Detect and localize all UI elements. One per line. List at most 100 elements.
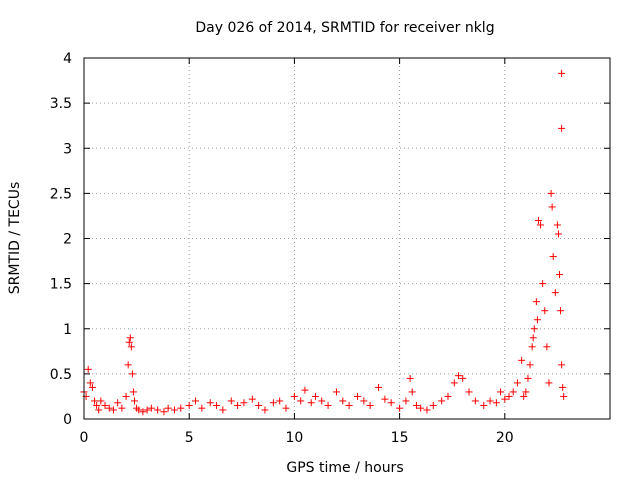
data-point [185, 401, 193, 409]
data-point [558, 69, 566, 77]
y-tick-label: 2 [63, 232, 72, 248]
data-point [558, 124, 566, 132]
data-point [255, 401, 263, 409]
data-point [139, 408, 147, 416]
y-tick-label: 2.5 [50, 186, 72, 202]
data-point [557, 307, 565, 315]
data-point [130, 397, 138, 405]
data-point [465, 388, 473, 396]
data-point [219, 406, 227, 414]
x-tick-label: 0 [80, 430, 89, 446]
y-tick-label: 0 [63, 412, 72, 428]
data-point [520, 392, 528, 400]
data-point [402, 397, 410, 405]
data-point [109, 406, 117, 414]
data-point [381, 395, 389, 403]
data-point [126, 334, 134, 342]
data-point [324, 401, 332, 409]
data-point [354, 392, 362, 400]
data-point [497, 388, 505, 396]
data-point [408, 388, 416, 396]
data-point [547, 189, 555, 197]
data-point [269, 399, 277, 407]
data-point [307, 399, 315, 407]
data-point [486, 397, 494, 405]
data-point [160, 408, 168, 416]
data-point [450, 379, 458, 387]
data-point [88, 383, 96, 391]
data-point [128, 370, 136, 378]
data-point [524, 374, 532, 382]
data-point [559, 383, 567, 391]
data-point [276, 397, 284, 405]
data-point [549, 253, 557, 261]
x-tick-label: 10 [285, 430, 303, 446]
data-point [543, 343, 551, 351]
data-point [135, 406, 143, 414]
y-tick-label: 1.5 [50, 277, 72, 293]
y-tick-label: 1 [63, 322, 72, 338]
data-point [417, 404, 425, 412]
data-point [301, 386, 309, 394]
data-point [528, 343, 536, 351]
data-point [366, 401, 374, 409]
data-point [213, 401, 221, 409]
data-points [80, 69, 568, 416]
data-point [438, 397, 446, 405]
data-point [198, 404, 206, 412]
data-point [282, 404, 290, 412]
data-point [86, 379, 94, 387]
data-point [311, 392, 319, 400]
data-point [455, 372, 463, 380]
y-axis-label: SRMTID / TECUs [7, 182, 23, 295]
data-point [170, 406, 178, 414]
data-point [560, 392, 568, 400]
data-point [227, 397, 235, 405]
data-point [387, 399, 395, 407]
data-point [492, 399, 500, 407]
data-point [553, 221, 561, 229]
data-point [124, 361, 132, 369]
x-tick-label: 15 [391, 430, 409, 446]
data-point [248, 395, 256, 403]
grid-lines [84, 58, 610, 419]
y-tick-label: 4 [63, 51, 72, 67]
data-point [206, 399, 214, 407]
data-point [297, 397, 305, 405]
y-tick-label: 3.5 [50, 96, 72, 112]
data-point [423, 406, 431, 414]
data-point [396, 404, 404, 412]
data-point [101, 401, 109, 409]
y-tick-label: 0.5 [50, 367, 72, 383]
data-point [91, 397, 99, 405]
data-point [471, 397, 479, 405]
data-point [93, 401, 101, 409]
data-point [332, 388, 340, 396]
data-point [375, 383, 383, 391]
data-point [105, 404, 113, 412]
data-point [143, 406, 151, 414]
y-tick-label: 3 [63, 141, 72, 157]
chart-title: Day 026 of 2014, SRMTID for receiver nkl… [195, 20, 494, 36]
data-point [154, 406, 162, 414]
data-point [530, 325, 538, 333]
data-point [529, 334, 537, 342]
data-point [127, 343, 135, 351]
data-point [345, 401, 353, 409]
data-point [192, 397, 200, 405]
data-point [412, 401, 420, 409]
data-point [97, 397, 105, 405]
data-point [545, 379, 553, 387]
data-point [532, 298, 540, 306]
data-point [480, 401, 488, 409]
data-point [360, 397, 368, 405]
data-point [261, 406, 269, 414]
data-point [122, 392, 130, 400]
data-point [548, 203, 556, 211]
data-point [526, 361, 534, 369]
data-point [406, 374, 414, 382]
data-point [240, 399, 248, 407]
x-tick-label: 20 [496, 430, 514, 446]
data-point [114, 399, 122, 407]
